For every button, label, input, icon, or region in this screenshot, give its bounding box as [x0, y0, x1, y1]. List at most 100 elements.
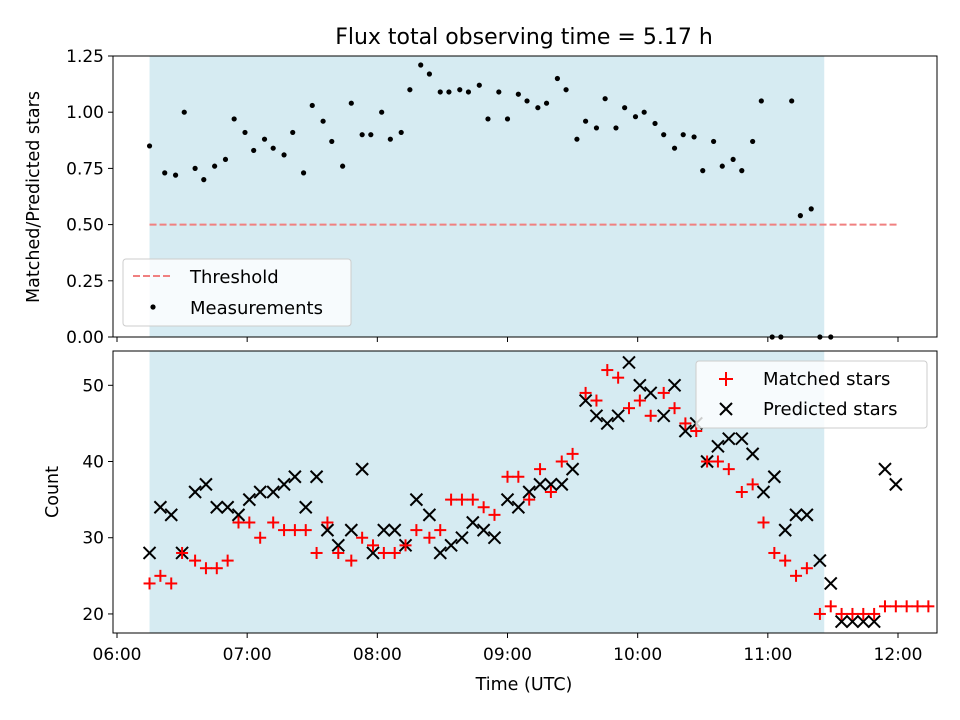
matched-star-marker	[210, 562, 223, 575]
matched-star-marker	[445, 493, 458, 506]
matched-star-marker	[254, 531, 267, 544]
matched-star-marker	[813, 607, 826, 620]
predicted-star-marker	[800, 508, 814, 522]
measurement-point	[146, 143, 153, 149]
matched-star-marker	[288, 524, 301, 537]
top-axes-frame	[112, 55, 938, 338]
matched-star-marker	[165, 577, 178, 590]
measurement-point	[261, 136, 268, 142]
matched-star-marker	[388, 546, 401, 559]
measurement-point	[437, 89, 443, 95]
measurement-point	[270, 145, 276, 151]
predicted-star-marker	[288, 470, 302, 484]
matched-star-marker	[779, 554, 792, 567]
predicted-star-marker	[667, 378, 682, 393]
top-panel-ratio: 0.00 0.25 0.50 0.75 1.00 1.25 Flux total obse…	[24, 25, 938, 348]
matched-stars-layer	[143, 364, 935, 620]
top-chart-title: Flux total observing time = 5.17 h	[335, 25, 713, 50]
matched-star-marker	[423, 531, 436, 544]
matched-star-marker	[221, 554, 234, 567]
matched-star-marker	[278, 524, 291, 537]
predicted-star-marker	[735, 431, 749, 446]
measurement-point	[231, 116, 237, 122]
legend-predicted-swatch	[719, 402, 733, 416]
matched-star-marker	[477, 501, 490, 514]
predicted-star-marker	[164, 508, 178, 522]
matched-star-marker	[900, 600, 913, 613]
measurement-point	[348, 100, 354, 106]
matched-star-marker	[601, 364, 614, 377]
predicted-star-marker	[643, 386, 658, 400]
top-y-ticks: 0.00 0.25 0.50 0.75 1.00 1.25	[66, 47, 113, 348]
matched-star-marker	[267, 516, 280, 529]
matched-star-marker	[622, 402, 635, 415]
matched-star-marker	[434, 524, 447, 537]
predicted-star-marker	[476, 523, 491, 537]
predicted-star-marker	[299, 500, 313, 514]
measurement-point	[504, 116, 511, 122]
predicted-star-marker	[578, 393, 593, 408]
matched-star-marker	[846, 607, 859, 620]
matched-star-marker	[735, 486, 748, 498]
measurement-point	[808, 206, 814, 212]
matched-star-marker	[922, 600, 935, 613]
measurement-point	[691, 134, 697, 140]
predicted-star-marker	[834, 614, 849, 629]
matched-star-marker	[555, 455, 568, 468]
matched-star-marker	[612, 371, 625, 384]
predicted-star-marker	[856, 614, 870, 629]
measurement-point	[554, 75, 560, 82]
measurement-point	[524, 98, 530, 104]
top-legend: Threshold Measurements	[122, 258, 352, 327]
predicted-star-marker	[422, 508, 437, 522]
matched-star-marker	[679, 417, 692, 430]
bottom-axes-frame	[112, 350, 938, 634]
measurement-point	[242, 129, 248, 136]
matched-star-marker	[176, 546, 189, 559]
measurement-point	[340, 163, 346, 169]
matched-star-marker	[590, 394, 603, 407]
measurement-point	[426, 71, 432, 77]
top-y-tick-label: 0.50	[66, 216, 104, 236]
predicted-star-marker	[500, 492, 515, 507]
matched-star-marker	[455, 493, 468, 506]
predicted-star-marker	[377, 523, 391, 537]
predicted-star-marker	[277, 477, 291, 492]
predicted-star-marker	[824, 576, 838, 591]
top-y-axis-label: Matched/Predicted stars	[24, 91, 44, 303]
predicted-star-marker	[433, 546, 447, 560]
predicted-star-marker	[320, 523, 335, 537]
predicted-star-marker	[253, 485, 267, 499]
bottom-panel-counts: 20 30 40 50 06:00 07:00 08:00 09:00 10:00 11:00 1…	[43, 350, 938, 695]
predicted-star-marker	[756, 485, 771, 499]
measurement-point	[300, 170, 307, 176]
measurement-point	[652, 120, 658, 127]
bottom-y-ticks: 20 30 40 50	[82, 376, 113, 625]
matched-star-marker	[579, 386, 592, 399]
predicted-star-marker	[242, 492, 257, 507]
measurement-point	[758, 98, 764, 104]
measurement-point	[583, 118, 589, 124]
measurement-point	[789, 98, 795, 104]
matched-star-marker	[790, 569, 803, 582]
matched-star-marker	[321, 516, 334, 529]
legend-predicted-label: Predicted stars	[763, 399, 897, 420]
bottom-x-tick-label: 12:00	[874, 645, 923, 665]
matched-star-marker	[523, 493, 536, 506]
matched-star-marker	[345, 554, 358, 567]
measurement-point	[418, 62, 424, 68]
matched-star-marker	[668, 402, 681, 415]
matched-star-marker	[857, 607, 870, 620]
top-y-tick-label: 1.25	[66, 47, 104, 67]
bottom-y-tick-label: 50	[82, 376, 104, 396]
measurement-point	[641, 109, 647, 115]
predicted-star-marker	[767, 470, 782, 484]
bottom-x-tick-label: 08:00	[353, 645, 402, 665]
measurement-point	[671, 145, 678, 151]
legend-measurement-label: Measurements	[190, 298, 323, 319]
predicted-star-marker	[153, 500, 168, 514]
matched-star-marker	[657, 386, 670, 399]
matched-star-marker	[722, 463, 735, 476]
predicted-star-marker	[331, 538, 345, 553]
measurement-point	[281, 152, 287, 158]
